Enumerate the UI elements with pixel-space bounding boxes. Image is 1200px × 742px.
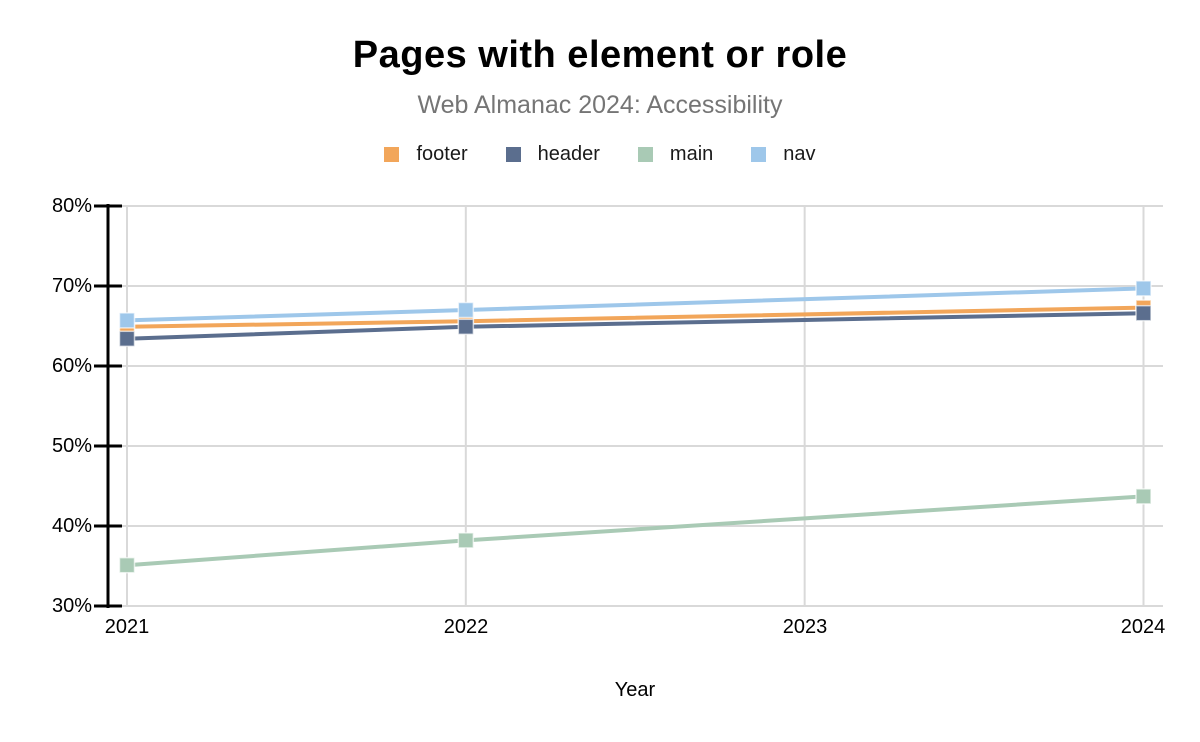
legend-item-nav: nav [751,143,816,166]
legend-item-main: main [637,143,714,166]
y-tick-40: 40% [51,515,92,537]
legend-swatch-main [637,147,653,162]
marker-main-2024 [1135,488,1152,505]
y-tick-60: 60% [51,355,92,377]
legend-item-header: header [505,143,600,166]
y-tick-80: 80% [51,195,92,217]
x-tick-2021: 2021 [104,616,150,638]
y-tick-70: 70% [51,275,92,297]
marker-header-2021 [118,330,136,348]
x-axis-title: Year [614,679,656,701]
chart-subtitle: Web Almanac 2024: Accessibility [417,91,783,119]
marker-nav-2022 [457,301,475,319]
legend-label-nav: nav [783,143,816,165]
marker-nav-2021 [118,312,136,329]
x-tick-2024: 2024 [1120,616,1166,638]
legend-label-main: main [669,143,714,165]
chart-title: Pages with element or role [352,34,848,76]
legend-item-footer: footer [384,143,468,166]
y-tick-50: 50% [51,435,92,457]
marker-main-2022 [457,532,475,549]
x-tick-2022: 2022 [443,616,489,638]
y-tick-30: 30% [51,595,92,617]
legend-swatch-header [505,147,521,162]
chart-legend: footer header main nav [0,143,1200,166]
marker-main-2021 [118,556,136,574]
legend-label-header: header [537,143,600,165]
legend-swatch-nav [751,147,767,162]
marker-header-2024 [1135,304,1152,322]
x-tick-2023: 2023 [782,616,828,638]
marker-nav-2024 [1135,280,1152,297]
legend-label-footer: footer [416,143,468,165]
legend-swatch-footer [384,147,400,162]
series-line-main [126,494,1144,568]
marker-header-2022 [457,318,475,336]
